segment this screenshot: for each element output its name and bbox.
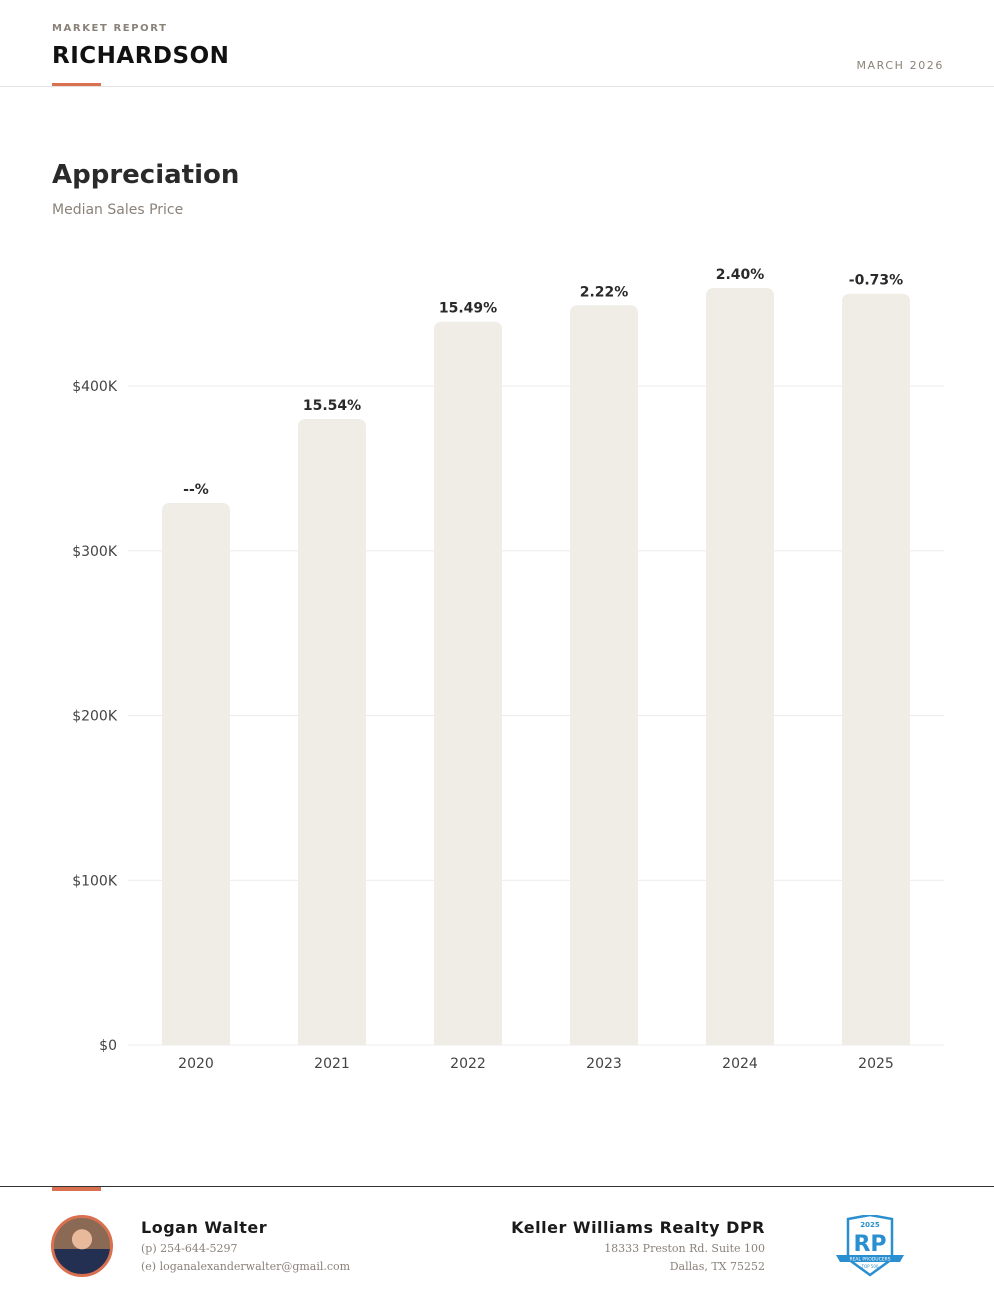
bar [298, 418, 366, 1045]
bar [434, 321, 502, 1045]
city-title: RICHARDSON [52, 43, 230, 69]
data-label: 15.49% [439, 301, 497, 317]
agent-phone[interactable]: (p) 254-644-5297 [141, 1242, 238, 1255]
footer-accent-bar [52, 1187, 101, 1191]
bar [706, 287, 774, 1045]
data-label: 2.22% [580, 284, 629, 300]
report-eyebrow: MARKET REPORT [52, 23, 168, 34]
section-title: Appreciation [52, 160, 240, 190]
section-subtitle: Median Sales Price [52, 202, 184, 218]
agent-name: Logan Walter [141, 1218, 268, 1237]
bar [570, 305, 638, 1046]
header-accent-bar [52, 83, 101, 87]
x-tick-label: 2023 [586, 1056, 622, 1072]
company-address-line1: 18333 Preston Rd. Suite 100 [604, 1242, 765, 1255]
x-tick-label: 2024 [722, 1056, 758, 1072]
x-tick-label: 2021 [314, 1056, 350, 1072]
header-divider [0, 86, 994, 87]
bar [162, 502, 230, 1045]
agent-avatar [51, 1215, 113, 1277]
data-label: -0.73% [849, 273, 903, 289]
svg-text:2025: 2025 [860, 1221, 880, 1229]
y-tick-label: $200K [72, 709, 118, 725]
x-tick-label: 2025 [858, 1056, 894, 1072]
real-producers-badge-logo: 2025 RP REAL PRODUCERS TOP 500 [836, 1215, 904, 1277]
y-tick-label: $0 [99, 1038, 117, 1054]
agent-email[interactable]: (e) loganalexanderwalter@gmail.com [141, 1260, 351, 1273]
company-address-line2: Dallas, TX 75252 [669, 1260, 765, 1273]
report-date: MARCH 2026 [856, 59, 944, 72]
data-label: 2.40% [716, 267, 765, 283]
x-tick-label: 2020 [178, 1056, 214, 1072]
company-name: Keller Williams Realty DPR [511, 1218, 765, 1237]
svg-text:REAL PRODUCERS: REAL PRODUCERS [849, 1257, 890, 1263]
appreciation-chart: $0 $100K $200K $300K $400K --% 2020 15.54% 2021 1… [72, 267, 944, 1072]
footer-divider [0, 1186, 994, 1187]
data-label: 15.54% [303, 398, 361, 414]
x-tick-label: 2022 [450, 1056, 486, 1072]
y-tick-label: $100K [72, 873, 118, 889]
bar [842, 293, 910, 1045]
svg-text:TOP 500: TOP 500 [861, 1264, 879, 1269]
svg-text:RP: RP [853, 1232, 886, 1257]
y-tick-label: $400K [72, 379, 118, 395]
y-tick-label: $300K [72, 544, 118, 560]
data-label: --% [183, 482, 209, 498]
